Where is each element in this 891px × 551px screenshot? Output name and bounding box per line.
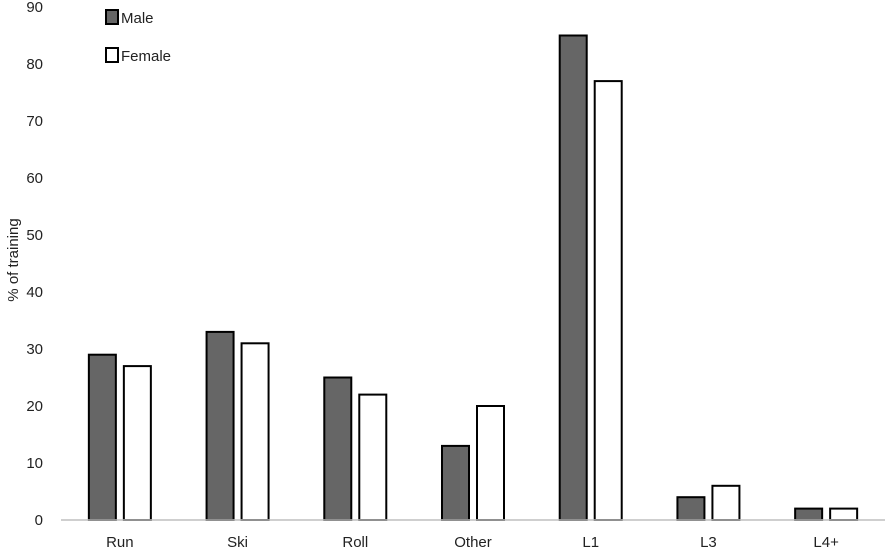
bar-female-l1 (593, 80, 623, 521)
bar-female-ski (240, 342, 270, 521)
x-category-label: Roll (342, 534, 368, 551)
bar-female-l4 (829, 507, 859, 522)
legend: Male Female (105, 9, 171, 65)
x-category-label: L3 (700, 534, 717, 551)
y-axis-title: % of training (5, 218, 22, 301)
y-tick-label: 0 (35, 512, 43, 529)
y-axis-ticks: 0 10 20 30 40 50 60 70 80 90 (26, 0, 43, 529)
bar-male-roll (323, 376, 353, 521)
x-category-label: L1 (582, 534, 599, 551)
y-tick-label: 50 (26, 227, 43, 244)
y-tick-label: 70 (26, 113, 43, 130)
bar-female-roll (358, 393, 388, 522)
y-tick-label: 90 (26, 0, 43, 16)
bar-female-run (122, 365, 152, 521)
y-tick-label: 30 (26, 341, 43, 358)
legend-label-female: Female (121, 48, 171, 65)
bar-male-l1 (558, 34, 588, 521)
bar-male-l4 (794, 507, 824, 522)
legend-swatch-female (105, 47, 119, 63)
x-category-label: Other (454, 534, 492, 551)
bars (87, 34, 859, 522)
bar-male-ski (205, 330, 235, 521)
x-category-label: Ski (227, 534, 248, 551)
bar-male-l3 (676, 496, 706, 522)
y-tick-label: 40 (26, 284, 43, 301)
bar-male-run (87, 353, 117, 522)
y-tick-label: 20 (26, 398, 43, 415)
y-tick-label: 10 (26, 455, 43, 472)
bar-female-l3 (711, 484, 741, 521)
bar-female-other (476, 405, 505, 521)
bar-male-other (441, 444, 470, 521)
y-tick-label: 60 (26, 170, 43, 187)
x-category-label: Run (106, 534, 134, 551)
legend-swatch-male (105, 9, 119, 25)
x-axis-categories: Run Ski Roll Other L1 L3 L4+ (106, 534, 839, 551)
legend-label-male: Male (121, 10, 154, 27)
y-tick-label: 80 (26, 56, 43, 73)
x-category-label: L4+ (813, 534, 839, 551)
